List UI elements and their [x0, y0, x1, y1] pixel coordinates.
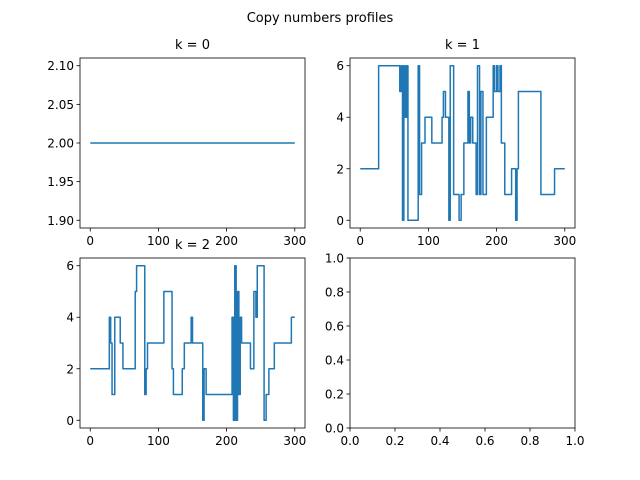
subplot-title-0: k = 0 [175, 38, 210, 53]
x-tick-label-1-2: 200 [485, 234, 508, 248]
subplot-0: 0 100 200 300 1.90 1.95 2.00 2.05 2.10 k = 0 [47, 38, 306, 248]
y-tick-label-3-1: 0.2 [325, 388, 344, 402]
subplot-2: 0 100 200 300 0 2 4 6 k = 2 [66, 238, 306, 448]
y-tick-label-2-2: 4 [66, 311, 74, 325]
subplot-title-2: k = 2 [175, 238, 210, 253]
y-tick-label-3-2: 0.4 [325, 354, 344, 368]
subplot-1: 0 100 200 300 0 2 4 6 k = 1 [336, 38, 576, 248]
y-tick-label-2-3: 6 [66, 259, 74, 273]
axes-frame-2 [79, 257, 306, 429]
y-tick-label-0-1: 1.95 [47, 175, 74, 189]
x-tick-label-3-0: 0.0 [340, 434, 359, 448]
x-tick-label-0-0: 0 [86, 234, 94, 248]
y-tick-label-1-1: 2 [336, 162, 344, 176]
x-tick-label-2-2: 200 [215, 434, 238, 448]
x-tick-label-3-3: 0.6 [475, 434, 494, 448]
subplot-title-1: k = 1 [445, 38, 480, 53]
x-tick-label-2-3: 300 [283, 434, 306, 448]
y-tick-label-2-1: 2 [66, 362, 74, 376]
y-tick-label-2-0: 0 [66, 414, 74, 428]
x-tick-label-3-1: 0.2 [385, 434, 404, 448]
y-tick-label-0-0: 1.90 [47, 214, 74, 228]
x-tick-label-3-5: 1.0 [565, 434, 584, 448]
y-tick-label-1-2: 4 [336, 111, 344, 125]
x-tick-label-1-1: 100 [417, 234, 440, 248]
y-tick-label-3-0: 0.0 [325, 422, 344, 436]
series-line-2-0 [90, 264, 295, 422]
y-tick-label-1-0: 0 [336, 214, 344, 228]
y-tick-label-3-4: 0.8 [325, 286, 344, 300]
x-tick-label-0-2: 200 [215, 234, 238, 248]
y-tick-label-0-4: 2.10 [47, 59, 74, 73]
x-tick-label-3-2: 0.4 [430, 434, 449, 448]
x-tick-label-2-1: 100 [147, 434, 170, 448]
x-tick-label-3-4: 0.8 [520, 434, 539, 448]
x-tick-label-2-0: 0 [86, 434, 94, 448]
figure-title: Copy numbers profiles [247, 11, 394, 26]
x-tick-label-0-3: 300 [283, 234, 306, 248]
subplot-3: 0.0 0.2 0.4 0.6 0.8 1.0 0.0 0.2 0.4 0.6 0.8 1.0 [325, 252, 585, 449]
y-tick-label-3-3: 0.6 [325, 320, 344, 334]
x-tick-label-0-1: 100 [147, 234, 170, 248]
y-tick-label-1-3: 6 [336, 59, 344, 73]
axes-frame-1 [349, 57, 576, 229]
y-tick-label-3-5: 1.0 [325, 252, 344, 266]
x-tick-label-1-3: 300 [553, 234, 576, 248]
y-tick-label-0-3: 2.05 [47, 98, 74, 112]
y-tick-label-0-2: 2.00 [47, 137, 74, 151]
series-line-1-0 [360, 64, 565, 222]
x-tick-label-1-0: 0 [356, 234, 364, 248]
axes-frame-3 [349, 257, 576, 429]
